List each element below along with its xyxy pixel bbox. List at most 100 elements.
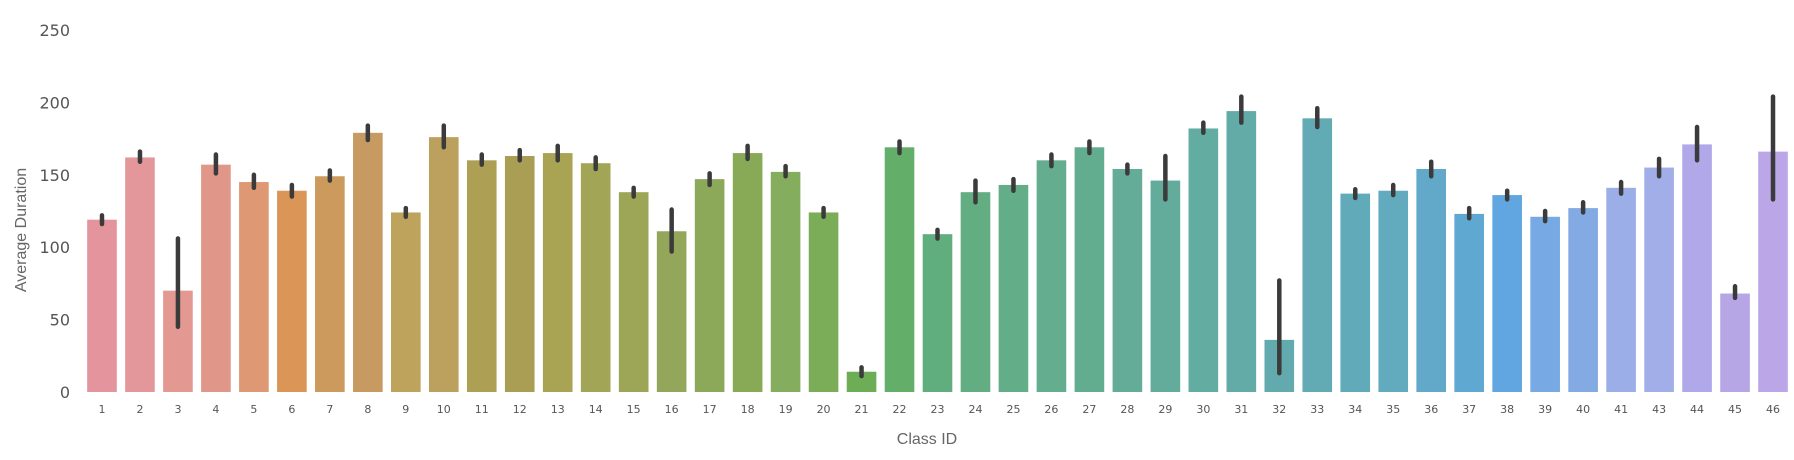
- x-tick-label: 15: [627, 403, 641, 416]
- x-tick-label: 31: [1234, 403, 1248, 416]
- x-tick-label: 7: [326, 403, 333, 416]
- x-tick-label: 33: [1310, 403, 1324, 416]
- bar: [960, 192, 991, 392]
- x-tick-label: 21: [855, 403, 869, 416]
- bar: [998, 184, 1029, 392]
- bar: [1378, 190, 1409, 392]
- x-tick-label: 16: [665, 403, 679, 416]
- x-tick-label: 6: [288, 403, 295, 416]
- y-axis-ticks: 0 50 100 150 200 250: [39, 21, 70, 402]
- bar: [87, 219, 117, 392]
- bar: [1530, 216, 1560, 392]
- bar: [428, 137, 459, 392]
- x-tick-label: 26: [1044, 403, 1058, 416]
- x-tick-label: 22: [893, 403, 907, 416]
- y-tick-label: 50: [50, 311, 70, 330]
- x-tick-label: 23: [931, 403, 945, 416]
- bar: [1302, 118, 1333, 392]
- x-tick-label: 10: [437, 403, 451, 416]
- bar: [125, 157, 155, 392]
- bar: [201, 164, 231, 392]
- bar: [391, 212, 421, 392]
- x-tick-label: 1: [98, 403, 105, 416]
- x-tick-label: 41: [1614, 403, 1628, 416]
- bar: [732, 153, 763, 392]
- x-tick-label: 32: [1272, 403, 1286, 416]
- x-tick-label: 9: [402, 403, 409, 416]
- x-tick-label: 37: [1462, 403, 1476, 416]
- x-tick-label: 35: [1386, 403, 1400, 416]
- bar: [1720, 293, 1750, 392]
- x-tick-label: 38: [1500, 403, 1514, 416]
- y-tick-label: 200: [39, 93, 70, 112]
- bar: [1074, 147, 1105, 392]
- x-tick-label: 18: [741, 403, 755, 416]
- x-tick-label: 11: [475, 403, 489, 416]
- y-tick-label: 0: [60, 383, 70, 402]
- x-tick-label: 24: [968, 403, 982, 416]
- x-axis-label: Class ID: [897, 431, 957, 448]
- bar: [1188, 128, 1219, 392]
- x-tick-label: 2: [136, 403, 143, 416]
- x-tick-label: 5: [250, 403, 257, 416]
- bar: [466, 160, 497, 392]
- bar: [1340, 193, 1371, 392]
- bars-group: [87, 111, 1788, 392]
- bar: [1036, 160, 1067, 392]
- bar: [770, 171, 801, 392]
- bar: [884, 147, 915, 392]
- y-tick-label: 250: [39, 21, 70, 40]
- x-tick-label: 36: [1424, 403, 1438, 416]
- bar: [1492, 195, 1522, 392]
- bar: [1112, 169, 1143, 392]
- bar: [542, 153, 573, 392]
- bar: [808, 212, 839, 392]
- x-tick-label: 46: [1766, 403, 1780, 416]
- bar: [1454, 213, 1484, 392]
- bar: [277, 190, 307, 392]
- bar: [504, 155, 535, 392]
- bar: [1644, 167, 1674, 392]
- x-tick-label: 12: [513, 403, 527, 416]
- x-tick-label: 45: [1728, 403, 1742, 416]
- bar: [1150, 180, 1181, 392]
- bar: [315, 176, 345, 392]
- bar: [1226, 111, 1257, 392]
- x-axis-ticks: 1 2 3 4 5 6 7 8 9 10 11 12 13 14 15 16 17 18 19 20 21 22 23 24 2…: [98, 403, 1780, 416]
- x-tick-label: 30: [1196, 403, 1210, 416]
- x-tick-label: 3: [174, 403, 181, 416]
- x-tick-label: 4: [212, 403, 219, 416]
- bar: [1606, 187, 1636, 392]
- x-tick-label: 29: [1158, 403, 1172, 416]
- x-tick-label: 44: [1690, 403, 1704, 416]
- bar: [846, 371, 877, 392]
- x-tick-label: 20: [817, 403, 831, 416]
- bar: [1568, 208, 1598, 392]
- y-axis-label: Average Duration: [13, 168, 30, 292]
- bar: [1416, 169, 1447, 392]
- y-tick-label: 100: [39, 238, 70, 257]
- x-tick-label: 28: [1120, 403, 1134, 416]
- bar: [353, 132, 383, 392]
- x-tick-label: 19: [779, 403, 793, 416]
- x-tick-label: 43: [1652, 403, 1666, 416]
- x-tick-label: 8: [364, 403, 371, 416]
- bar: [239, 182, 269, 392]
- bar: [694, 179, 725, 392]
- bar: [618, 192, 649, 392]
- bar: [1682, 144, 1712, 392]
- error-bars-group: [99, 94, 1776, 379]
- bar: [922, 234, 953, 392]
- x-tick-label: 13: [551, 403, 565, 416]
- x-tick-label: 40: [1576, 403, 1590, 416]
- x-tick-label: 39: [1538, 403, 1552, 416]
- x-tick-label: 17: [703, 403, 717, 416]
- bar: [656, 231, 687, 392]
- x-tick-label: 25: [1006, 403, 1020, 416]
- x-tick-label: 27: [1082, 403, 1096, 416]
- x-tick-label: 34: [1348, 403, 1362, 416]
- bar: [580, 163, 611, 392]
- x-tick-label: 14: [589, 403, 603, 416]
- y-tick-label: 150: [39, 166, 70, 185]
